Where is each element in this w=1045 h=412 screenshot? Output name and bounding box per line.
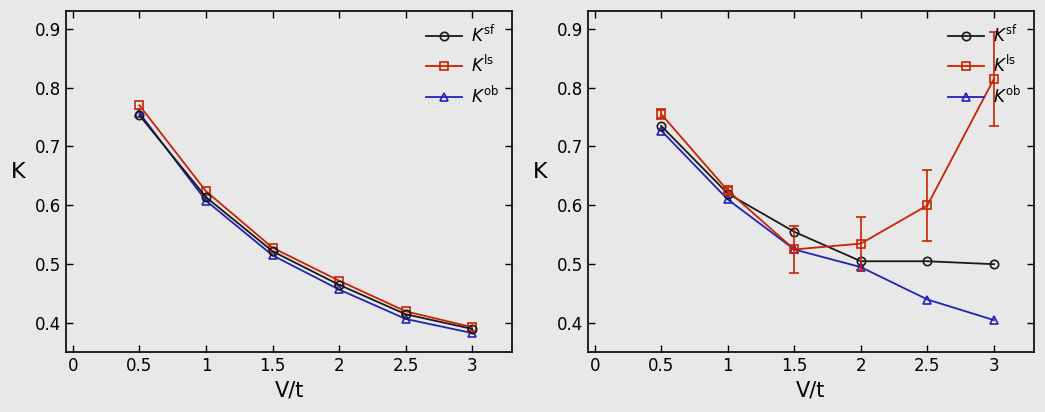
- Y-axis label: K: K: [533, 162, 548, 182]
- Y-axis label: K: K: [11, 162, 26, 182]
- Legend: $K^{\rm sf}$, $K^{\rm ls}$, $K^{\rm ob}$: $K^{\rm sf}$, $K^{\rm ls}$, $K^{\rm ob}$: [940, 18, 1027, 113]
- Legend: $K^{\rm sf}$, $K^{\rm ls}$, $K^{\rm ob}$: $K^{\rm sf}$, $K^{\rm ls}$, $K^{\rm ob}$: [419, 18, 506, 113]
- X-axis label: V/t: V/t: [796, 381, 826, 401]
- X-axis label: V/t: V/t: [275, 381, 304, 401]
